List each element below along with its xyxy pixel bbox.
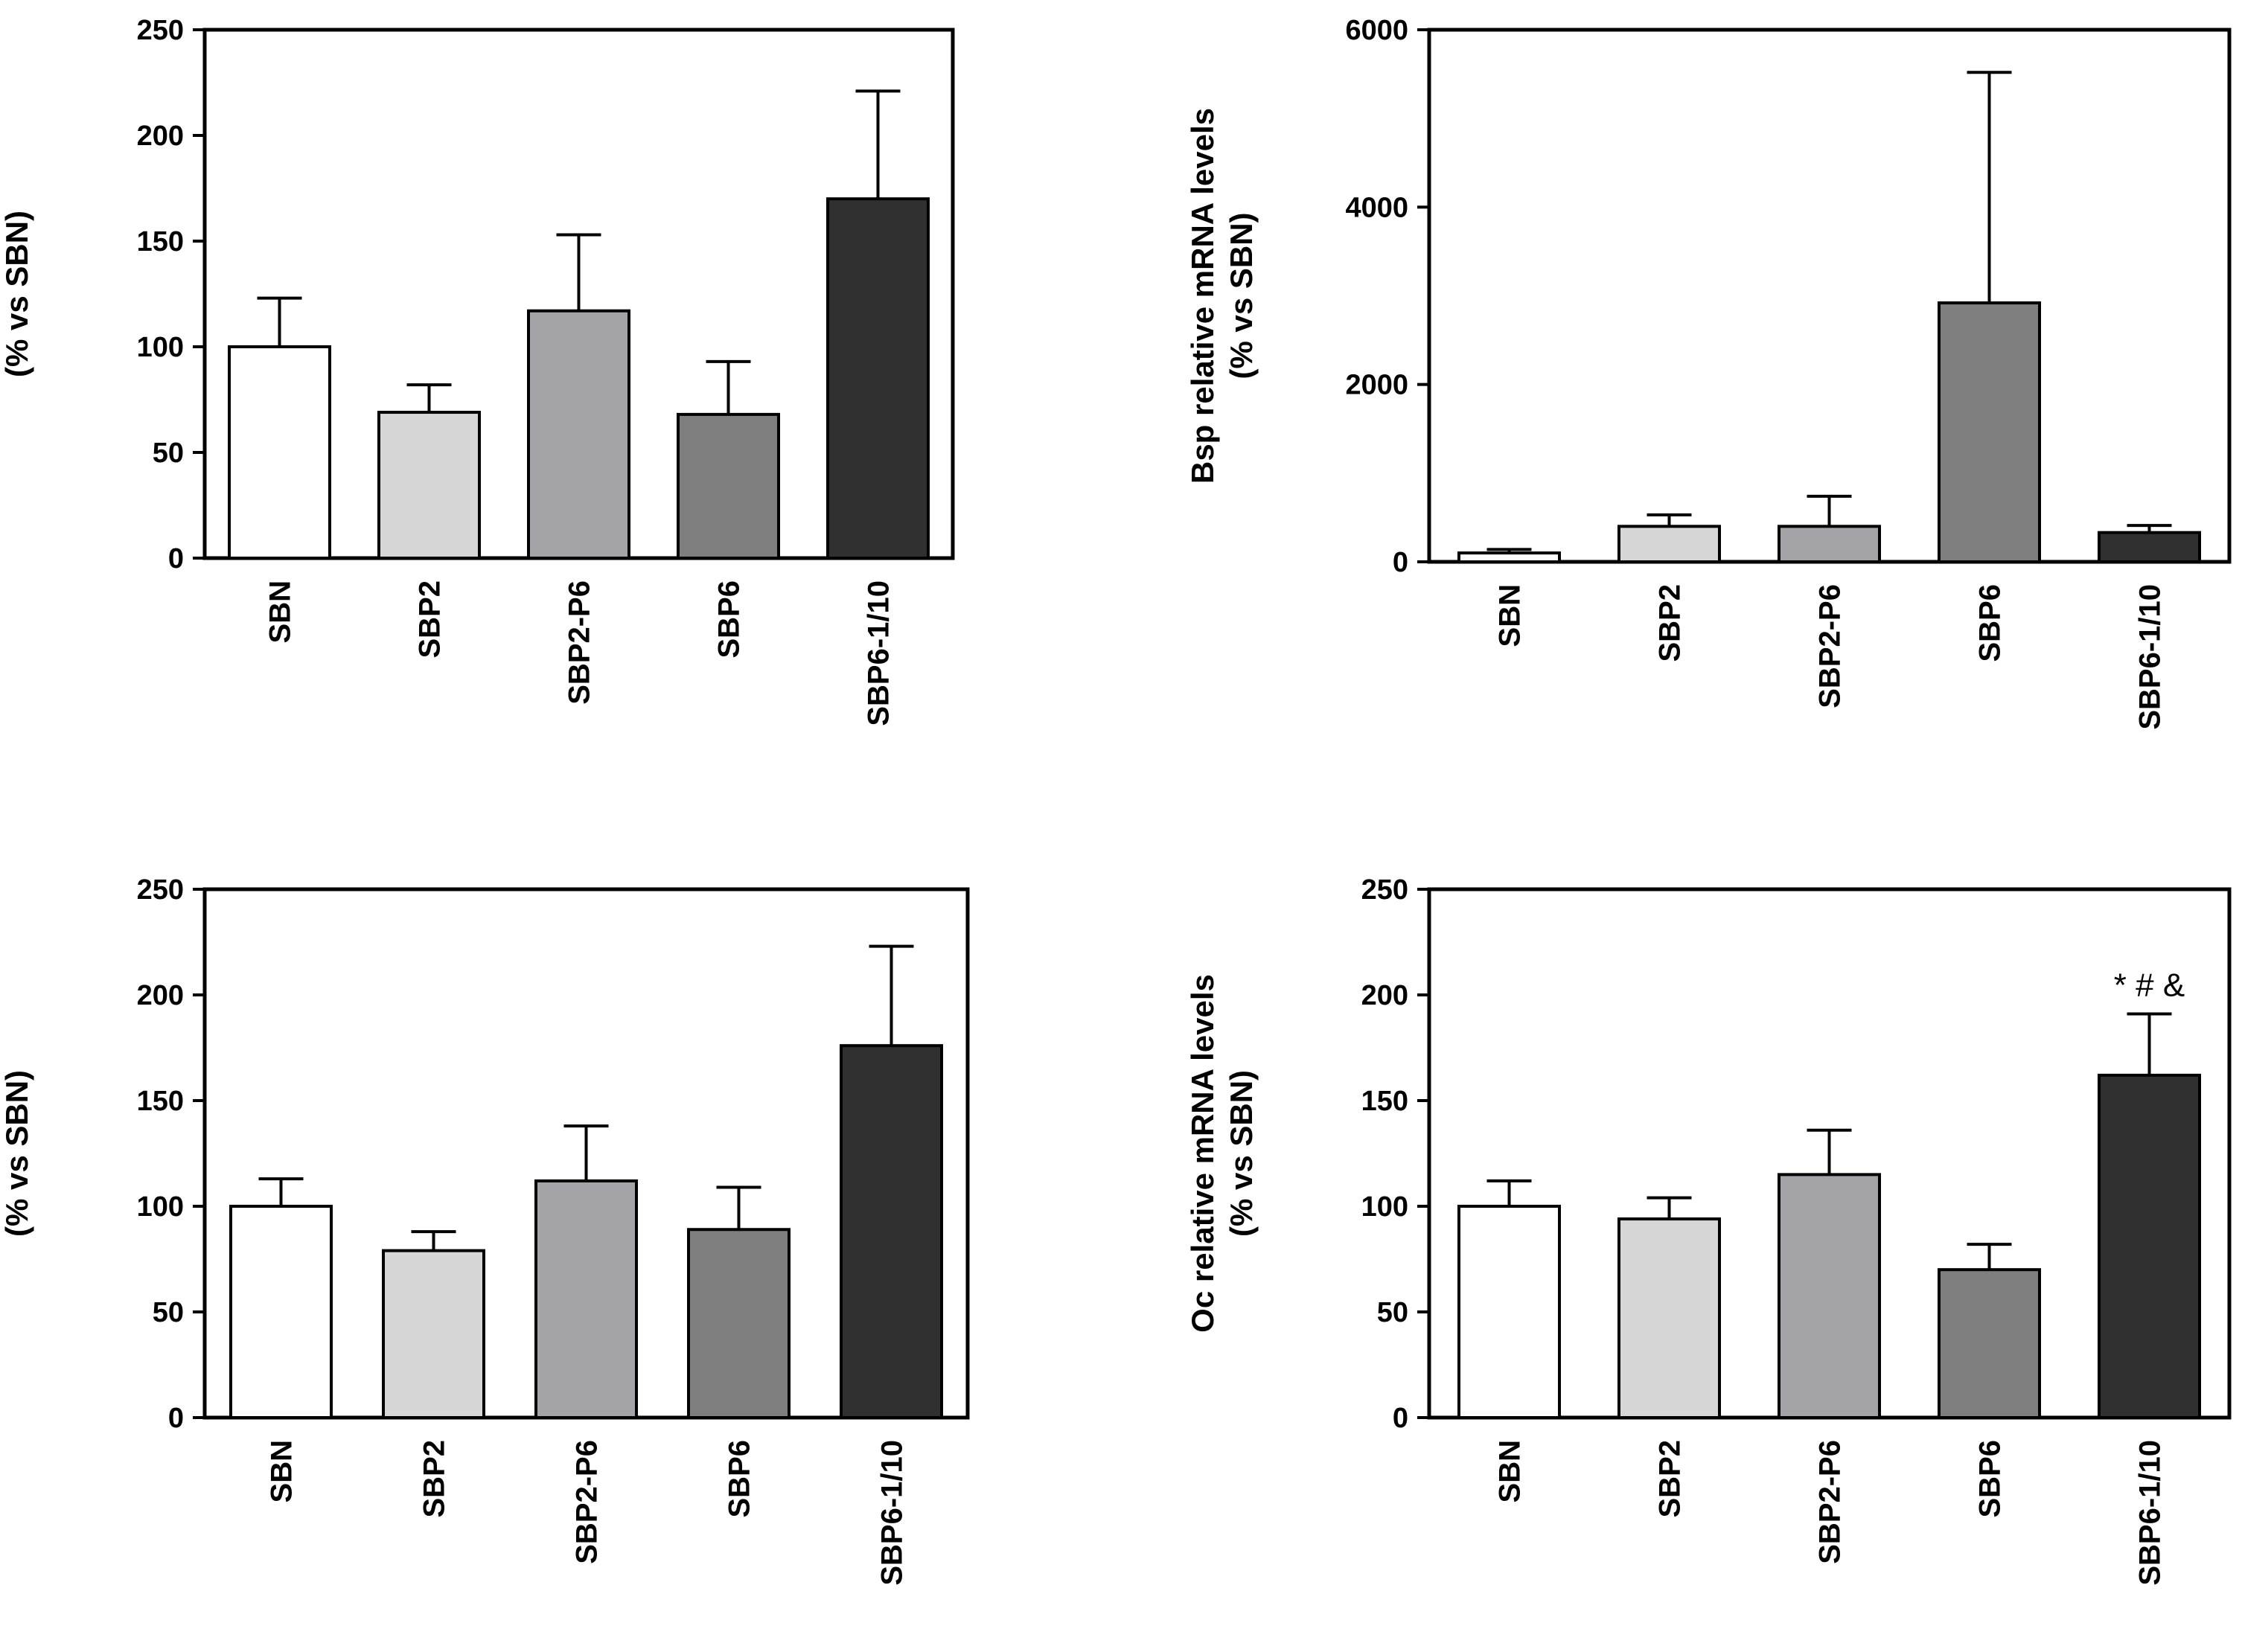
category-label: SBP2-P6 bbox=[571, 1440, 604, 1564]
bar-SBP6 bbox=[1938, 301, 2041, 563]
bar-SBP2 bbox=[377, 411, 481, 560]
bar-SBP6-1/10 bbox=[2098, 531, 2201, 563]
category-label: SBP2 bbox=[418, 1440, 451, 1518]
y-tick-label: 150 bbox=[137, 1086, 184, 1117]
category-label: SBP2-P6 bbox=[1814, 584, 1847, 708]
y-tick-label: 150 bbox=[1361, 1086, 1408, 1117]
bar-SBP2 bbox=[1617, 525, 1721, 563]
category-label: SBP6 bbox=[724, 1440, 756, 1518]
chart-panel-bottom-right: 0 50 100 150 200 250 Oc relative mRNA levels (%… bbox=[1185, 874, 2232, 1586]
bar-SBN bbox=[1457, 551, 1561, 563]
y-tick-label: 200 bbox=[137, 121, 184, 152]
category-label: SBP6 bbox=[1974, 584, 2007, 662]
y-tick-label: 250 bbox=[137, 15, 184, 46]
y-tick-label: 200 bbox=[137, 980, 184, 1011]
plot-frame bbox=[1427, 28, 2232, 564]
bar-SBP2 bbox=[382, 1249, 485, 1420]
y-axis-sublabel: (% vs SBN) bbox=[1224, 1070, 1259, 1237]
y-tick-label: 0 bbox=[1393, 1403, 1408, 1434]
bar-SBP2-P6 bbox=[1778, 525, 1881, 563]
bar-SBP6 bbox=[687, 1228, 791, 1419]
y-tick-label: 200 bbox=[1361, 980, 1408, 1011]
y-tick-label: 250 bbox=[1361, 874, 1408, 906]
category-label: SBN bbox=[264, 580, 297, 643]
y-tick-label: 150 bbox=[137, 226, 184, 257]
y-tick-label: 50 bbox=[1377, 1297, 1408, 1328]
bar-SBP2-P6 bbox=[1778, 1173, 1881, 1420]
y-tick-label: 0 bbox=[168, 1403, 184, 1434]
bar-SBP6-1/10 bbox=[826, 197, 930, 560]
category-label: SBP6 bbox=[1974, 1440, 2007, 1518]
category-label: SBN bbox=[1494, 584, 1527, 647]
y-axis-sublabel: (% vs SBN) bbox=[0, 211, 34, 377]
y-tick-label: 100 bbox=[137, 1191, 184, 1223]
category-label: SBP2-P6 bbox=[1814, 1440, 1847, 1564]
bar-SBP2 bbox=[1617, 1217, 1721, 1420]
category-label: SBP6-1/10 bbox=[876, 1440, 909, 1586]
bar-SBN bbox=[228, 345, 331, 560]
chart-panel-bottom-left: 050100150200250Osx relative mRNA levels(… bbox=[0, 874, 970, 1586]
category-label: SBP2 bbox=[1654, 1440, 1687, 1518]
category-label: SBP2 bbox=[414, 580, 447, 659]
y-tick-label: 0 bbox=[1393, 547, 1408, 578]
category-label: SBP6-1/10 bbox=[863, 580, 895, 726]
bar-SBP6-1/10 bbox=[2098, 1073, 2201, 1420]
y-axis-label: Bsp relative mRNA levels bbox=[1185, 108, 1220, 484]
y-tick-label: 100 bbox=[1361, 1191, 1408, 1223]
bar-SBP6-1/10 bbox=[840, 1044, 943, 1420]
bar-SBN bbox=[229, 1205, 333, 1419]
bar-SBP2-P6 bbox=[527, 309, 630, 560]
category-label: SBP6-1/10 bbox=[2134, 1440, 2167, 1586]
category-label: SBP2 bbox=[1654, 584, 1687, 662]
y-tick-label: 250 bbox=[137, 874, 184, 906]
y-tick-label: 0 bbox=[168, 543, 184, 574]
y-tick-label: 100 bbox=[137, 332, 184, 363]
category-label: SBP6 bbox=[713, 580, 746, 659]
y-tick-label: 6000 bbox=[1345, 15, 1408, 46]
y-axis-sublabel: (% vs SBN) bbox=[0, 1070, 34, 1237]
y-tick-label: 50 bbox=[153, 438, 184, 469]
category-label: SBN bbox=[1494, 1440, 1527, 1502]
bar-SBP6 bbox=[677, 412, 780, 560]
chart-panel-top-right: 0 2000 4000 6000 Bsp relative mRNA levels (% … bbox=[1185, 15, 2232, 730]
category-label: SBP6-1/10 bbox=[2134, 584, 2167, 730]
bar-SBN bbox=[1457, 1205, 1561, 1419]
y-axis-sublabel: (% vs SBN) bbox=[1224, 212, 1259, 379]
category-label: SBN bbox=[266, 1440, 298, 1502]
y-axis-label: Oc relative mRNA levels bbox=[1185, 974, 1220, 1333]
y-tick-label: 50 bbox=[153, 1297, 184, 1328]
significance-annotation: * # & bbox=[2114, 967, 2185, 1004]
y-tick-label: 2000 bbox=[1345, 370, 1408, 401]
chart-panel-top-left: 050100150200250Bmp2 relative mRNA levels… bbox=[0, 15, 955, 726]
category-label: SBP2-P6 bbox=[563, 580, 596, 705]
y-tick-label: 4000 bbox=[1345, 192, 1408, 223]
bar-SBP6 bbox=[1938, 1268, 2041, 1419]
bar-SBP2-P6 bbox=[534, 1179, 638, 1420]
